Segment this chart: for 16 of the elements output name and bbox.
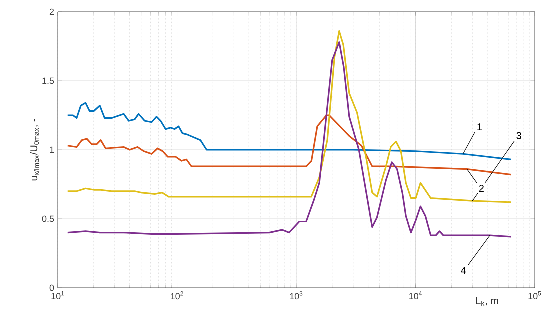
x-tick-label: 10$^{5}$: [528, 292, 542, 300]
x-tick-label: 10$^{2}$: [171, 292, 184, 300]
text: 1: [478, 124, 482, 130]
y-tick-label: 0.5: [42, 216, 54, 222]
y-tick-label: 0: [50, 284, 54, 292]
text: 4: [461, 267, 466, 274]
y-tick-label: 1: [50, 146, 54, 154]
text: 3: [516, 132, 522, 140]
x-tick-label: 10$^{1}$: [52, 292, 64, 300]
series-label: 2: [479, 185, 484, 192]
y-axis-title: u$_{x/lmax}$/U$_{0max}$, -: [30, 119, 40, 181]
y-tick-label: 1.5: [42, 78, 54, 84]
x-axis-title: L$_{k}$, m: [476, 298, 498, 306]
x-tick-label: 10$^{3}$: [290, 292, 303, 300]
y-tick-label: 2: [50, 8, 54, 16]
x-tick-label: 10$^{4}$: [410, 292, 422, 300]
